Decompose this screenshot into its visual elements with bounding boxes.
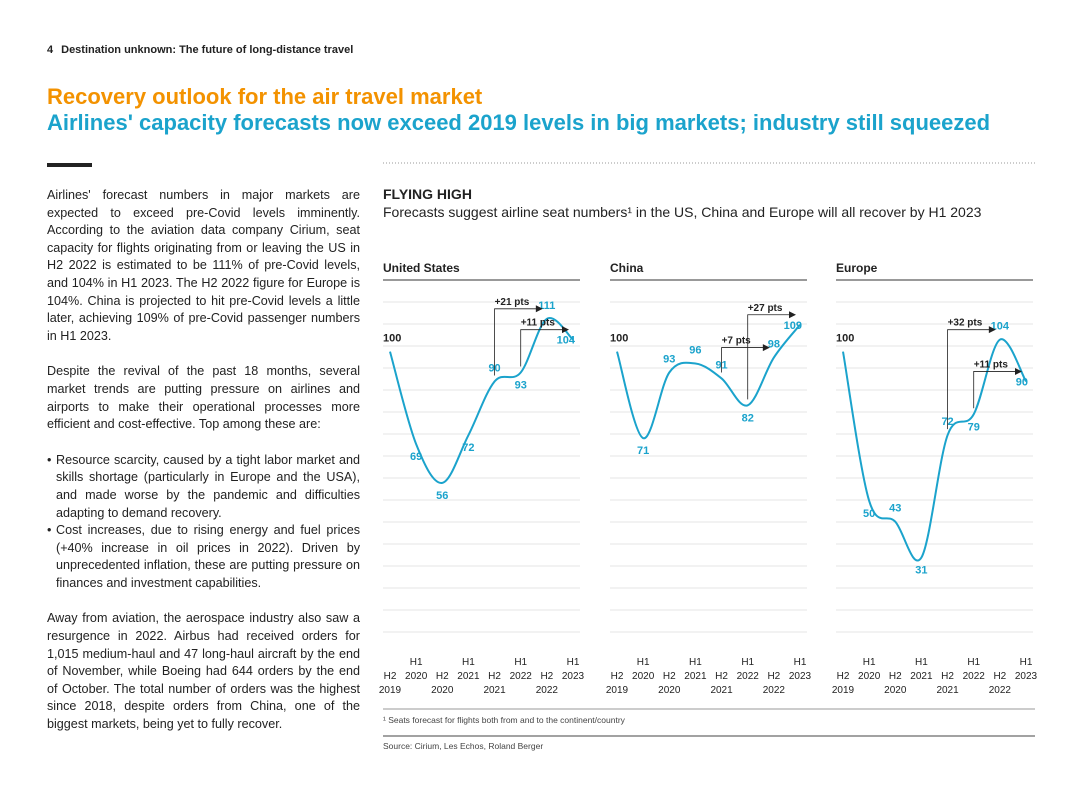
body-text: Airlines' forecast numbers in major mark… (47, 187, 360, 752)
page-number: 4 (47, 44, 54, 56)
footnote: ¹ Seats forecast for flights both from a… (383, 715, 625, 725)
data-label: 82 (742, 412, 754, 424)
arrowhead (789, 311, 796, 319)
data-label: 79 (968, 421, 980, 433)
x-tick-label: H2 2019 (379, 671, 402, 696)
data-label: 31 (915, 565, 927, 577)
header-title: Destination unknown: The future of long-… (61, 44, 354, 56)
data-label: 90 (1016, 376, 1028, 388)
annotation-bracket (747, 314, 790, 400)
data-label: 100 (610, 333, 628, 345)
x-tick-label: H1 2023 (562, 657, 585, 682)
line (389, 317, 574, 484)
data-label: 96 (689, 345, 701, 357)
running-header: 4 Destination unknown: The future of long… (47, 44, 361, 56)
data-label: 71 (637, 445, 649, 457)
annotation: +7 pts (722, 336, 752, 347)
annotation-bracket (947, 329, 990, 430)
x-tick-label: H1 2020 (405, 657, 428, 682)
data-label: 109 (784, 320, 802, 332)
x-tick-label: H1 2020 (858, 657, 881, 682)
x-tick-label: H1 2023 (1015, 657, 1038, 682)
headline: Recovery outlook for the air travel mark… (47, 84, 483, 109)
annotation: +11 pts (974, 359, 1009, 370)
x-tick-label: H1 2021 (684, 657, 707, 682)
subheadline: Airlines' capacity forecasts now exceed … (47, 110, 991, 135)
source: Source: Cirium, Les Echos, Roland Berger (383, 741, 544, 751)
data-label: 104 (557, 335, 576, 347)
data-label: 100 (836, 333, 854, 345)
annotation: +11 pts (521, 318, 556, 329)
annotation: +21 pts (495, 297, 530, 308)
figure-title: FLYING HIGH (383, 186, 472, 202)
annotation-bracket (721, 347, 764, 373)
bullet: Resource scarcity, caused by a tight lab… (47, 452, 360, 522)
data-label: 43 (889, 503, 901, 515)
x-tick-label: H2 2019 (606, 671, 629, 696)
x-tick-label: H1 2020 (632, 657, 655, 682)
x-tick-label: H2 2020 (658, 671, 681, 696)
paragraph: Airlines' forecast numbers in major mark… (47, 188, 360, 343)
annotation-bracket (520, 329, 563, 367)
x-tick-label: H2 2022 (763, 671, 786, 696)
data-label: 98 (768, 339, 780, 351)
data-label: 104 (991, 321, 1010, 333)
arrowhead (988, 326, 996, 334)
annotation: +32 pts (948, 318, 983, 329)
data-label: 69 (410, 451, 422, 463)
x-tick-label: H1 2023 (789, 657, 812, 682)
data-label: 100 (383, 333, 401, 345)
annotation: +27 pts (748, 303, 783, 314)
figure-subtitle: Forecasts suggest airline seat numbers¹ … (383, 204, 982, 220)
arrowhead (762, 344, 770, 352)
arrowhead (1015, 367, 1022, 375)
x-tick-label: H1 2021 (910, 657, 933, 682)
data-label: 72 (462, 442, 474, 454)
x-tick-label: H1 2022 (963, 657, 986, 682)
paragraph: Away from aviation, the aerospace indust… (47, 611, 360, 732)
data-label: 56 (436, 490, 448, 502)
data-label: 93 (515, 380, 527, 392)
x-tick-label: H2 2019 (832, 671, 855, 696)
panel-title: United States (383, 261, 460, 275)
x-tick-label: H2 2020 (431, 671, 454, 696)
panel-title: China (610, 261, 644, 275)
x-tick-label: H2 2021 (936, 671, 959, 696)
data-label: 50 (863, 508, 875, 520)
arrowhead (535, 305, 543, 313)
annotation-bracket (973, 371, 1016, 409)
line (842, 338, 1027, 562)
data-label: 93 (663, 354, 675, 366)
x-tick-label: H2 2022 (536, 671, 559, 696)
x-tick-label: H2 2021 (483, 671, 506, 696)
x-tick-label: H2 2021 (710, 671, 733, 696)
line (616, 324, 801, 440)
data-label: 111 (538, 300, 555, 312)
bullet-list: Resource scarcity, caused by a tight lab… (47, 452, 360, 593)
x-tick-label: H1 2021 (457, 657, 480, 682)
panel-title: Europe (836, 261, 878, 275)
x-tick-label: H1 2022 (510, 657, 533, 682)
x-tick-label: H2 2020 (884, 671, 907, 696)
bullet: Cost increases, due to rising energy and… (47, 522, 360, 592)
x-tick-label: H1 2022 (737, 657, 760, 682)
paragraph: Despite the revival of the past 18 month… (47, 364, 360, 432)
annotation-bracket (494, 308, 537, 376)
arrowhead (562, 326, 569, 334)
x-tick-label: H2 2022 (989, 671, 1012, 696)
accent-bar (47, 163, 92, 167)
